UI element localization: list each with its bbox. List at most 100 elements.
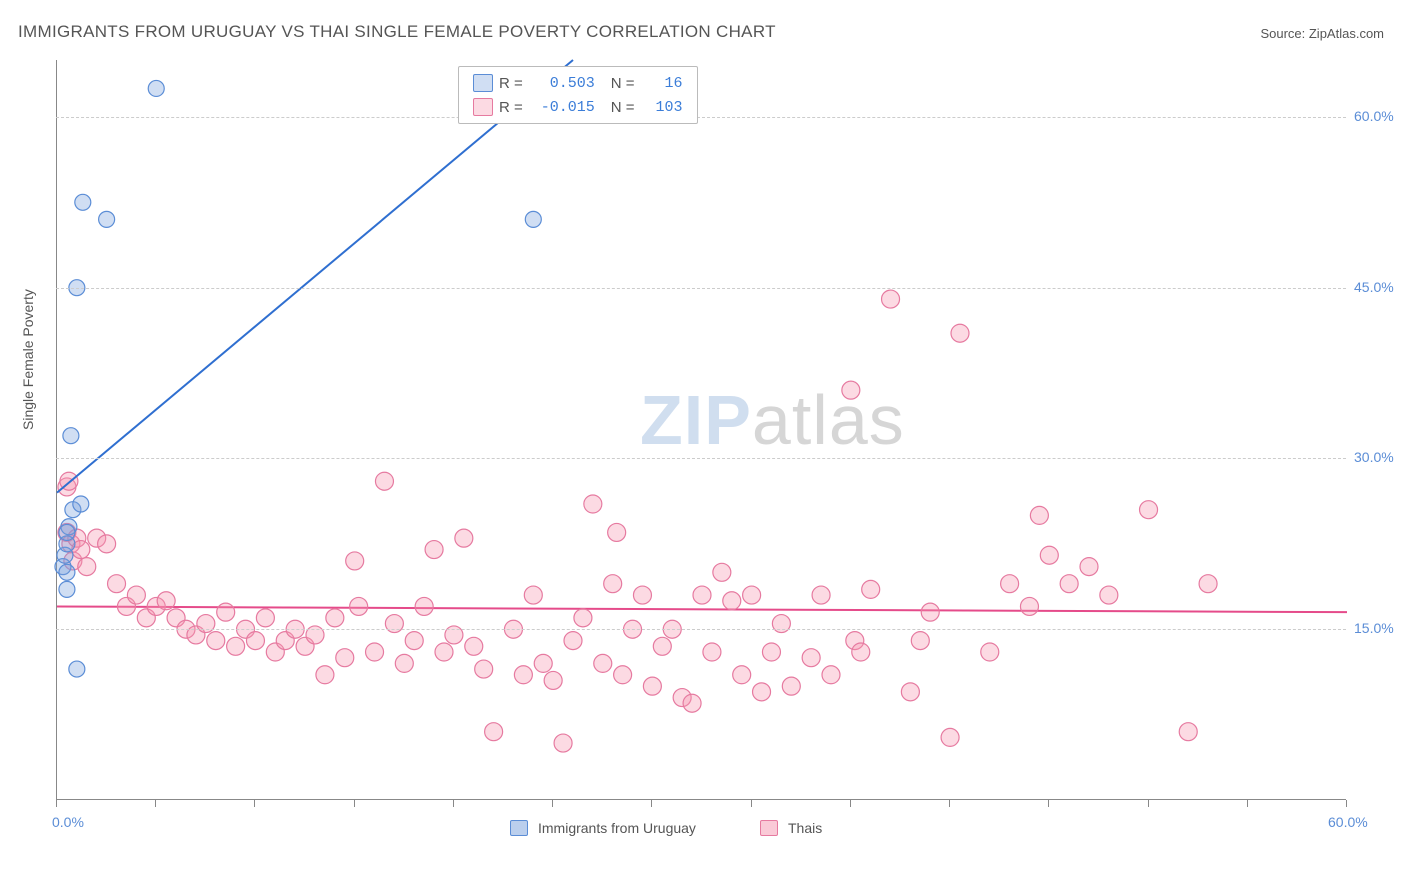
data-point (1001, 575, 1019, 593)
data-point (425, 541, 443, 559)
legend-label: Immigrants from Uruguay (538, 820, 696, 836)
data-point (346, 552, 364, 570)
scatter-svg (57, 60, 1347, 800)
legend-n-label: N = (611, 99, 635, 116)
data-point (683, 694, 701, 712)
data-point (350, 597, 368, 615)
data-point (534, 654, 552, 672)
data-point (653, 637, 671, 655)
data-point (1100, 586, 1118, 604)
legend-n-value: 103 (641, 99, 683, 116)
x-tick (651, 800, 652, 807)
data-point (525, 211, 541, 227)
data-point (465, 637, 483, 655)
data-point (514, 666, 532, 684)
source-label: Source: ZipAtlas.com (1260, 26, 1384, 41)
x-tick (751, 800, 752, 807)
x-axis-start-label: 0.0% (52, 814, 84, 830)
gridline (56, 288, 1346, 289)
data-point (395, 654, 413, 672)
x-tick (1247, 800, 1248, 807)
legend-n-value: 16 (641, 75, 683, 92)
data-point (802, 649, 820, 667)
data-point (524, 586, 542, 604)
data-point (762, 643, 780, 661)
x-tick (254, 800, 255, 807)
legend-bottom-item: Immigrants from Uruguay (510, 820, 696, 836)
legend-r-value: -0.015 (529, 99, 595, 116)
x-tick (949, 800, 950, 807)
gridline (56, 117, 1346, 118)
data-point (941, 728, 959, 746)
data-point (59, 524, 75, 540)
data-point (852, 643, 870, 661)
plot-area (56, 60, 1346, 800)
data-point (246, 632, 264, 650)
x-tick (850, 800, 851, 807)
data-point (127, 586, 145, 604)
data-point (326, 609, 344, 627)
legend-swatch (473, 98, 493, 116)
legend-bottom-item: Thais (760, 820, 822, 836)
data-point (59, 564, 75, 580)
legend-r-value: 0.503 (529, 75, 595, 92)
x-tick (155, 800, 156, 807)
data-point (227, 637, 245, 655)
legend-swatch (760, 820, 778, 836)
data-point (604, 575, 622, 593)
data-point (703, 643, 721, 661)
data-point (633, 586, 651, 604)
y-tick-label: 45.0% (1354, 279, 1394, 295)
data-point (733, 666, 751, 684)
data-point (713, 563, 731, 581)
x-axis-end-label: 60.0% (1328, 814, 1368, 830)
data-point (1030, 506, 1048, 524)
x-tick (552, 800, 553, 807)
data-point (485, 723, 503, 741)
data-point (157, 592, 175, 610)
data-point (475, 660, 493, 678)
data-point (98, 535, 116, 553)
data-point (574, 609, 592, 627)
data-point (594, 654, 612, 672)
data-point (415, 597, 433, 615)
data-point (405, 632, 423, 650)
data-point (1040, 546, 1058, 564)
trend-line (57, 60, 573, 493)
x-tick (354, 800, 355, 807)
data-point (911, 632, 929, 650)
chart-title: IMMIGRANTS FROM URUGUAY VS THAI SINGLE F… (18, 22, 776, 42)
data-point (753, 683, 771, 701)
data-point (207, 632, 225, 650)
legend-r-label: R = (499, 99, 523, 116)
data-point (812, 586, 830, 604)
data-point (1020, 597, 1038, 615)
x-tick (1048, 800, 1049, 807)
data-point (1140, 501, 1158, 519)
data-point (366, 643, 384, 661)
data-point (782, 677, 800, 695)
data-point (981, 643, 999, 661)
data-point (59, 581, 75, 597)
data-point (63, 428, 79, 444)
legend-swatch (473, 74, 493, 92)
data-point (75, 194, 91, 210)
gridline (56, 458, 1346, 459)
y-tick-label: 30.0% (1354, 449, 1394, 465)
x-tick (1346, 800, 1347, 807)
data-point (822, 666, 840, 684)
legend-swatch (510, 820, 528, 836)
data-point (1179, 723, 1197, 741)
data-point (336, 649, 354, 667)
y-tick-label: 60.0% (1354, 108, 1394, 124)
gridline (56, 629, 1346, 630)
x-tick (56, 800, 57, 807)
y-axis-label: Single Female Poverty (20, 289, 36, 430)
data-point (743, 586, 761, 604)
legend-row: R = -0.015 N = 103 (473, 95, 683, 119)
data-point (564, 632, 582, 650)
data-point (544, 671, 562, 689)
data-point (882, 290, 900, 308)
data-point (842, 381, 860, 399)
legend-r-label: R = (499, 75, 523, 92)
